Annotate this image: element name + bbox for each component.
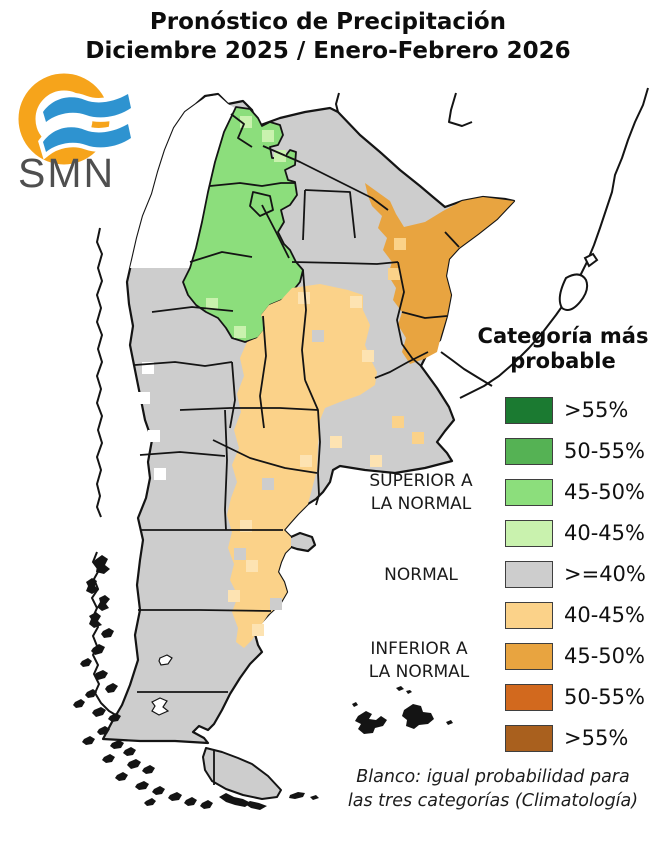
lake-icons bbox=[151, 654, 173, 716]
category-label-inferior: INFERIOR A LA NORMAL bbox=[368, 639, 470, 682]
legend-range-label: >55% bbox=[564, 398, 629, 422]
legend-swatch bbox=[505, 560, 553, 588]
legend-swatch bbox=[505, 683, 553, 711]
legend-swatch bbox=[505, 642, 553, 670]
region-inferior-noreste bbox=[365, 183, 514, 364]
legend-range-label: 50-55% bbox=[564, 439, 645, 463]
page-title: Pronóstico de Precipitación Diciembre 20… bbox=[0, 8, 656, 66]
legend-entry: 45-50% bbox=[505, 642, 646, 670]
legend-range-label: >=40% bbox=[564, 562, 646, 586]
legend-entry: >55% bbox=[505, 724, 646, 752]
legend-swatch bbox=[505, 437, 553, 465]
logo-waves-icon bbox=[38, 87, 137, 160]
smn-logo-icon bbox=[18, 73, 137, 165]
legend: >55% 50-55% 45-50% 40-45% >=40% 40-45% 4… bbox=[505, 396, 646, 765]
province-borders bbox=[134, 113, 460, 693]
legend-range-label: 45-50% bbox=[564, 644, 645, 668]
legend-range-label: 45-50% bbox=[564, 480, 645, 504]
legend-entry: >55% bbox=[505, 396, 646, 424]
legend-swatch bbox=[505, 601, 553, 629]
legend-swatch bbox=[505, 396, 553, 424]
title-line-1: Pronóstico de Precipitación bbox=[149, 9, 507, 35]
legend-range-label: 40-45% bbox=[564, 521, 645, 545]
title-line-2: Diciembre 2025 / Enero-Febrero 2026 bbox=[85, 38, 571, 64]
chile-coastline bbox=[95, 227, 104, 518]
legend-swatch bbox=[505, 519, 553, 547]
legend-range-label: 50-55% bbox=[564, 685, 645, 709]
legend-entry: 50-55% bbox=[505, 437, 646, 465]
legend-entry: 40-45% bbox=[505, 601, 646, 629]
smn-logo-text: SMN bbox=[18, 150, 116, 196]
legend-range-label: 40-45% bbox=[564, 603, 645, 627]
region-blanco-andes bbox=[130, 95, 235, 268]
smn-logo bbox=[14, 68, 144, 172]
tierra-del-fuego bbox=[202, 747, 282, 800]
fjords-icon bbox=[73, 555, 267, 810]
lagoon-outline bbox=[558, 252, 599, 311]
legend-range-label: >55% bbox=[564, 726, 629, 750]
legend-entry: 40-45% bbox=[505, 519, 646, 547]
category-label-normal: NORMAL bbox=[384, 565, 458, 585]
legend-title: Categoría más probable bbox=[477, 324, 649, 373]
legend-entry: 50-55% bbox=[505, 683, 646, 711]
legend-entry: 45-50% bbox=[505, 478, 646, 506]
legend-swatch bbox=[505, 724, 553, 752]
region-superior-noroeste bbox=[182, 106, 304, 343]
footnote: Blanco: igual probabilidad para las tres… bbox=[347, 767, 639, 811]
legend-entry: >=40% bbox=[505, 560, 646, 588]
malvinas-islands-icon bbox=[289, 686, 453, 800]
category-label-superior: SUPERIOR A LA NORMAL bbox=[369, 471, 473, 514]
legend-swatch bbox=[505, 478, 553, 506]
